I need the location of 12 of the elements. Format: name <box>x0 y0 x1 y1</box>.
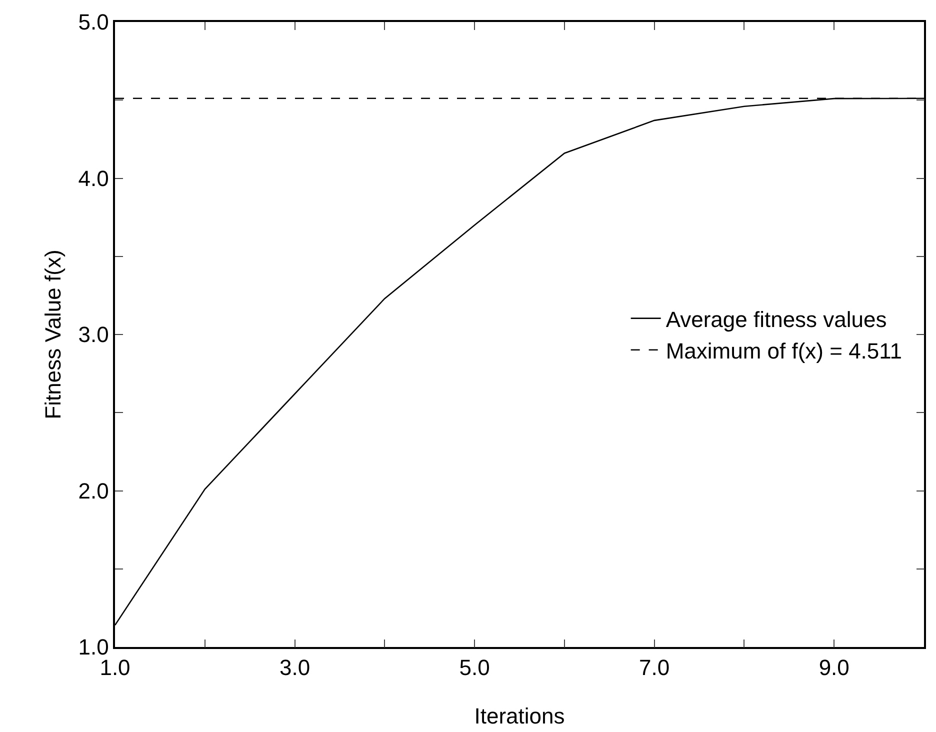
y-tick-label: 4.0 <box>78 166 109 191</box>
x-tick-label: 3.0 <box>279 655 310 680</box>
legend-label: Average fitness values <box>666 306 887 332</box>
x-tick-label: 9.0 <box>818 655 850 680</box>
y-tick-label: 2.0 <box>78 478 109 504</box>
x-tick-label: 5.0 <box>459 655 490 680</box>
x-tick-label: 7.0 <box>639 655 670 680</box>
x-axis-title: Iterations <box>474 704 565 728</box>
y-tick-label: 5.0 <box>78 10 109 35</box>
y-tick-label: 3.0 <box>78 322 109 348</box>
legend-label: Maximum of f(x) = 4.511 <box>666 338 902 364</box>
y-axis-title: Fitness Value f(x) <box>40 250 66 420</box>
